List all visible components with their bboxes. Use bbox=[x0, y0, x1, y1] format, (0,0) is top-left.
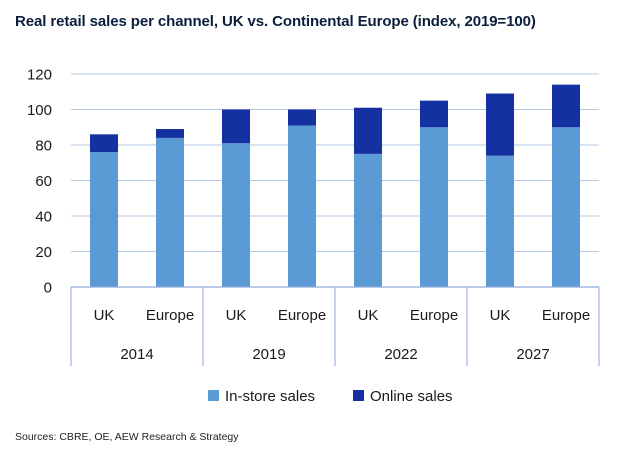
bar-in-store-2027-uk bbox=[486, 155, 514, 287]
grid-lines bbox=[71, 73, 599, 252]
x-category-label: Europe bbox=[146, 307, 194, 324]
y-tick-label-80: 80 bbox=[35, 138, 52, 155]
bar-online-2027-uk bbox=[486, 93, 514, 156]
x-group-label-2022: 2022 bbox=[384, 346, 417, 363]
y-tick-label-40: 40 bbox=[35, 209, 52, 226]
legend-swatch-online bbox=[353, 390, 364, 401]
x-category-label: Europe bbox=[542, 307, 590, 324]
bars bbox=[90, 84, 580, 287]
legend-label-online: Online sales bbox=[370, 388, 453, 405]
bar-online-2014-uk bbox=[90, 134, 118, 153]
bar-in-store-2027-europe bbox=[552, 127, 580, 287]
legend-swatch-in-store bbox=[208, 390, 219, 401]
bar-online-2022-uk bbox=[354, 107, 382, 154]
chart-title: Real retail sales per channel, UK vs. Co… bbox=[15, 13, 536, 30]
bar-in-store-2014-uk bbox=[90, 152, 118, 287]
bar-online-2019-uk bbox=[222, 109, 250, 144]
bar-in-store-2014-europe bbox=[156, 137, 184, 287]
x-category-label: Europe bbox=[410, 307, 458, 324]
x-axis: UK Europe UK Europe UK Europe UK Europe 2014 2019… bbox=[70, 286, 600, 366]
y-tick-label-100: 100 bbox=[27, 102, 52, 119]
bar-in-store-2022-uk bbox=[354, 153, 382, 287]
bar-in-store-2019-europe bbox=[288, 125, 316, 287]
y-tick-label-120: 120 bbox=[27, 67, 52, 84]
bar-in-store-2019-uk bbox=[222, 143, 250, 287]
y-tick-label-0: 0 bbox=[44, 280, 52, 297]
bar-online-2019-europe bbox=[288, 109, 316, 126]
bar-online-2027-europe bbox=[552, 84, 580, 128]
x-group-label-2019: 2019 bbox=[252, 346, 285, 363]
x-group-label-2014: 2014 bbox=[120, 346, 153, 363]
x-category-label: Europe bbox=[278, 307, 326, 324]
x-category-label: UK bbox=[490, 307, 511, 324]
source-note: Sources: CBRE, OE, AEW Research & Strate… bbox=[15, 431, 239, 443]
y-axis-tick-labels: 0 20 40 60 80 100 120 bbox=[27, 67, 52, 297]
x-category-label: UK bbox=[94, 307, 115, 324]
y-tick-label-60: 60 bbox=[35, 173, 52, 190]
bar-online-2022-europe bbox=[420, 100, 448, 128]
y-tick-label-20: 20 bbox=[35, 244, 52, 261]
x-category-label: UK bbox=[358, 307, 379, 324]
bar-in-store-2022-europe bbox=[420, 127, 448, 287]
x-category-label: UK bbox=[226, 307, 247, 324]
x-group-label-2027: 2027 bbox=[516, 346, 549, 363]
legend-label-in-store: In-store sales bbox=[225, 388, 315, 405]
legend: In-store sales Online sales bbox=[208, 388, 453, 405]
bar-online-2014-europe bbox=[156, 129, 184, 138]
